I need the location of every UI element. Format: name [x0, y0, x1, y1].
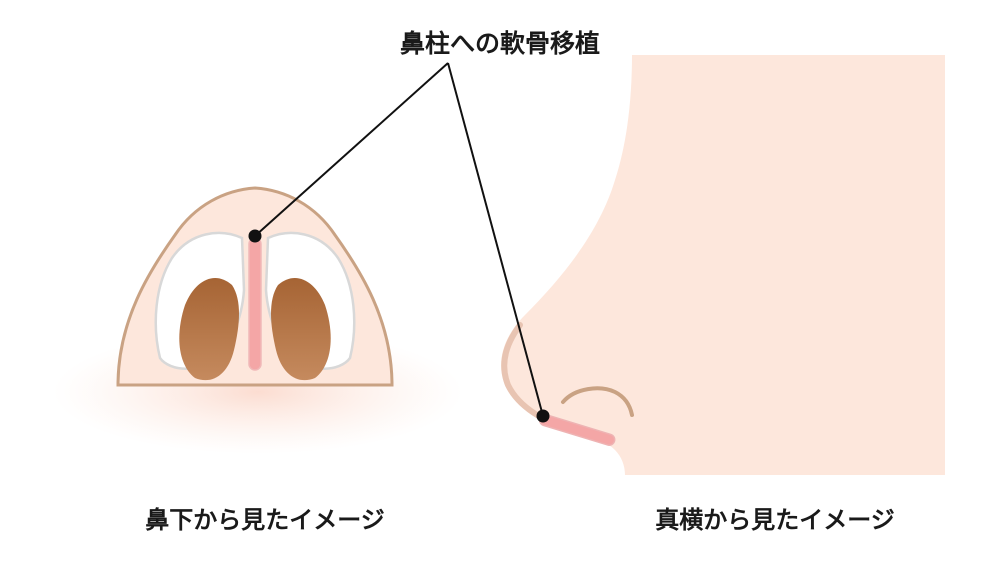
ala-curve — [561, 386, 634, 417]
bottom-view-caption: 鼻下から見たイメージ — [145, 506, 385, 534]
columella-graft-bottom — [248, 237, 262, 371]
leader-line-bottom-view — [254, 62, 449, 237]
diagram-title: 鼻柱への軟骨移植 — [399, 29, 600, 58]
bottom-view-nose — [53, 186, 463, 454]
leader-line-side-view — [447, 62, 544, 417]
side-view-nose — [501, 55, 945, 475]
leader-lines — [248, 62, 550, 423]
left-nostril — [179, 277, 239, 381]
pointer-dot-bottom-view — [248, 229, 262, 243]
right-nostril — [271, 277, 331, 381]
pointer-dot-side-view — [536, 409, 550, 423]
face-profile — [501, 55, 945, 475]
side-view-caption: 真横から見たイメージ — [655, 506, 895, 534]
